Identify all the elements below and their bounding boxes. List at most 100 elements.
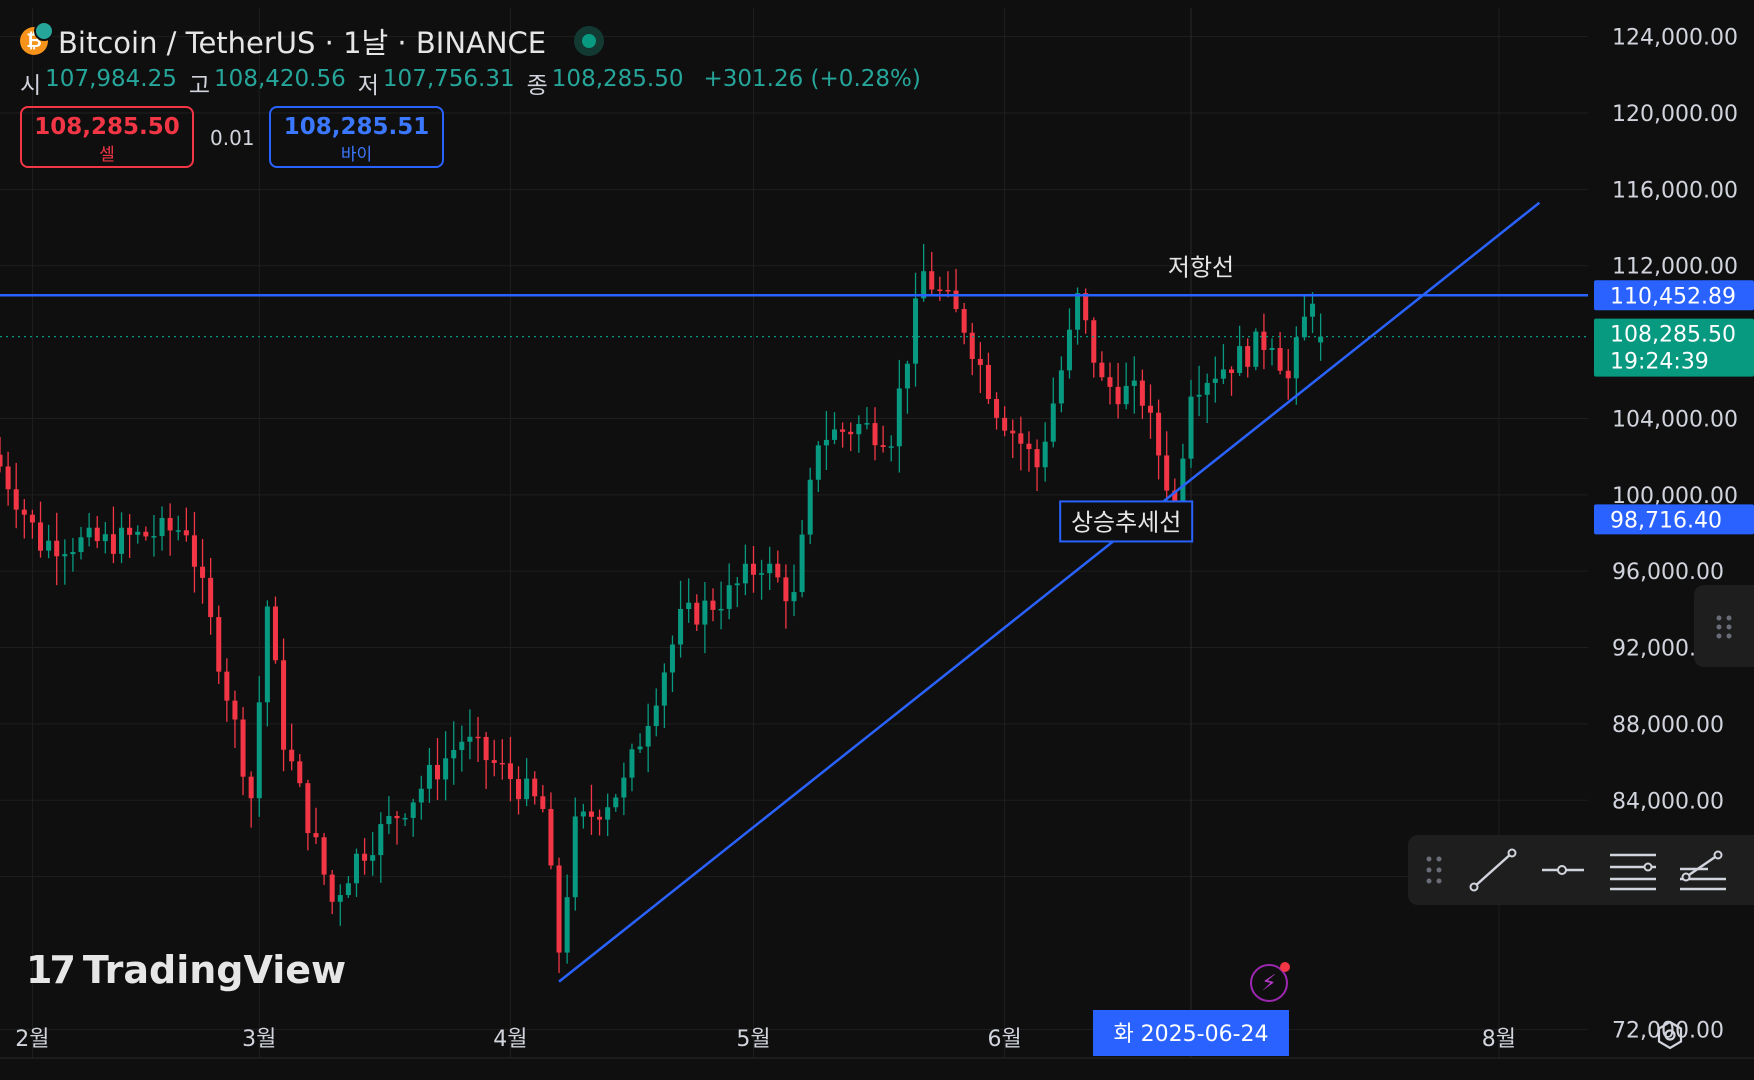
- candle-body: [686, 602, 692, 610]
- fib-retracement-tool-icon[interactable]: [1678, 847, 1728, 893]
- candle-body: [1099, 362, 1105, 378]
- candle-body: [337, 895, 343, 902]
- horizontal-ray-tool-icon[interactable]: [1538, 847, 1588, 893]
- candle-body: [143, 531, 149, 537]
- candle-body: [694, 602, 700, 625]
- candle-body: [86, 527, 92, 538]
- candle-body: [1228, 369, 1235, 374]
- candle-body: [313, 833, 319, 838]
- y-tick-label: 124,000.00: [1612, 26, 1738, 51]
- candle-body: [467, 736, 473, 742]
- candle-body: [0, 454, 3, 467]
- buy-button[interactable]: 108,285.51 바이: [269, 106, 444, 168]
- candle-body: [1131, 380, 1137, 386]
- candle-body: [37, 522, 44, 551]
- candle-body: [556, 865, 562, 953]
- candle-body: [1091, 320, 1097, 363]
- low-label: 저: [357, 73, 379, 99]
- candle-body: [370, 855, 376, 861]
- candle-body: [913, 298, 919, 364]
- candle-body: [232, 700, 238, 720]
- crosshair-date-tag: [1093, 1010, 1289, 1056]
- candle-body: [1156, 412, 1162, 456]
- parallel-channel-tool-icon[interactable]: [1608, 847, 1658, 893]
- candle-body: [29, 514, 35, 523]
- candle-body: [483, 736, 489, 761]
- sell-price: 108,285.50: [34, 114, 180, 140]
- candle-body: [46, 540, 52, 551]
- candle-body: [1196, 394, 1202, 397]
- candle-body: [767, 563, 773, 574]
- y-tick-label: 92,000.0: [1612, 637, 1710, 662]
- tradingview-logo-mark: 17: [26, 948, 76, 992]
- trend-line-tool-icon[interactable]: [1468, 847, 1518, 893]
- sell-label: 셀: [99, 145, 115, 165]
- candle-body: [353, 853, 360, 884]
- flash-alert-icon[interactable]: ⚡: [1250, 962, 1290, 1002]
- candle-body: [62, 554, 68, 557]
- candle-body: [580, 811, 586, 817]
- candle-body: [1050, 403, 1056, 442]
- candle-body: [597, 816, 603, 820]
- candle-body: [499, 762, 505, 765]
- close-label: 종: [526, 73, 548, 99]
- candle-body: [394, 816, 400, 819]
- candle-body: [1285, 370, 1291, 379]
- candle-body: [734, 583, 740, 586]
- candle-body: [1261, 331, 1267, 350]
- candle-body: [1172, 490, 1178, 506]
- candle-body: [823, 439, 829, 446]
- candle-body: [1293, 337, 1299, 379]
- candle-body: [807, 479, 813, 535]
- uptrend-line: [558, 201, 1541, 983]
- candle-body: [386, 816, 392, 825]
- candle-body: [726, 585, 732, 609]
- candle-body: [451, 749, 457, 759]
- x-tick-label: 6월: [988, 1027, 1022, 1052]
- time-axis[interactable]: 2월 3월 4월 5월 6월 8월 화 2025-06-24: [15, 1010, 1516, 1056]
- candle-body: [1188, 396, 1194, 459]
- price-tag: [1594, 318, 1754, 377]
- candle-body: [1245, 346, 1251, 367]
- right-rail-handle[interactable]: [1694, 585, 1754, 667]
- x-tick-label: 8월: [1482, 1027, 1516, 1052]
- candle-body: [961, 309, 967, 333]
- candle-body: [985, 364, 991, 400]
- symbol-title[interactable]: Bitcoin / TetherUS · 1날 · BINANCE: [58, 26, 547, 60]
- candle-body: [1310, 303, 1316, 317]
- candle-body: [159, 517, 165, 537]
- candle-body: [410, 802, 416, 818]
- tradingview-logo[interactable]: 17 TradingView: [26, 948, 346, 992]
- chart-settings-icon[interactable]: [1653, 1018, 1687, 1052]
- candle-body: [321, 837, 327, 875]
- drawing-toolbar[interactable]: [1408, 835, 1754, 905]
- symbol-header[interactable]: ₿ Bitcoin / TetherUS · 1날 · BINANCE: [20, 20, 605, 62]
- candle-body: [1147, 405, 1154, 413]
- candle-body: [864, 423, 870, 425]
- candle-body: [661, 672, 667, 706]
- sell-button[interactable]: 108,285.50 셀: [20, 106, 194, 168]
- candle-body: [815, 445, 821, 480]
- candle-body: [678, 609, 684, 645]
- uptrend-label: 상승추세선: [1071, 508, 1181, 536]
- crosshair-date-label: 화 2025-06-24: [1113, 1022, 1268, 1047]
- candle-body: [524, 778, 530, 800]
- candle-body: [669, 644, 675, 673]
- candle-body: [532, 778, 538, 797]
- candle-body: [588, 811, 594, 817]
- y-tick-label: 88,000.00: [1612, 713, 1724, 738]
- candle-body: [248, 776, 254, 799]
- candle-body: [70, 552, 76, 555]
- candle-body: [305, 783, 311, 834]
- candle-body: [1237, 346, 1243, 374]
- candle-body: [904, 363, 910, 389]
- candle-body: [605, 807, 611, 820]
- market-status-icon[interactable]: [574, 26, 605, 56]
- ohlc-legend: 시 107,984.25 고 108,420.56 저 107,756.31 종 108…: [20, 66, 921, 100]
- candle-body: [135, 531, 141, 535]
- candle-body: [167, 517, 173, 531]
- toolbar-drag-handle-icon[interactable]: [1422, 847, 1446, 893]
- candle-body: [1139, 380, 1145, 406]
